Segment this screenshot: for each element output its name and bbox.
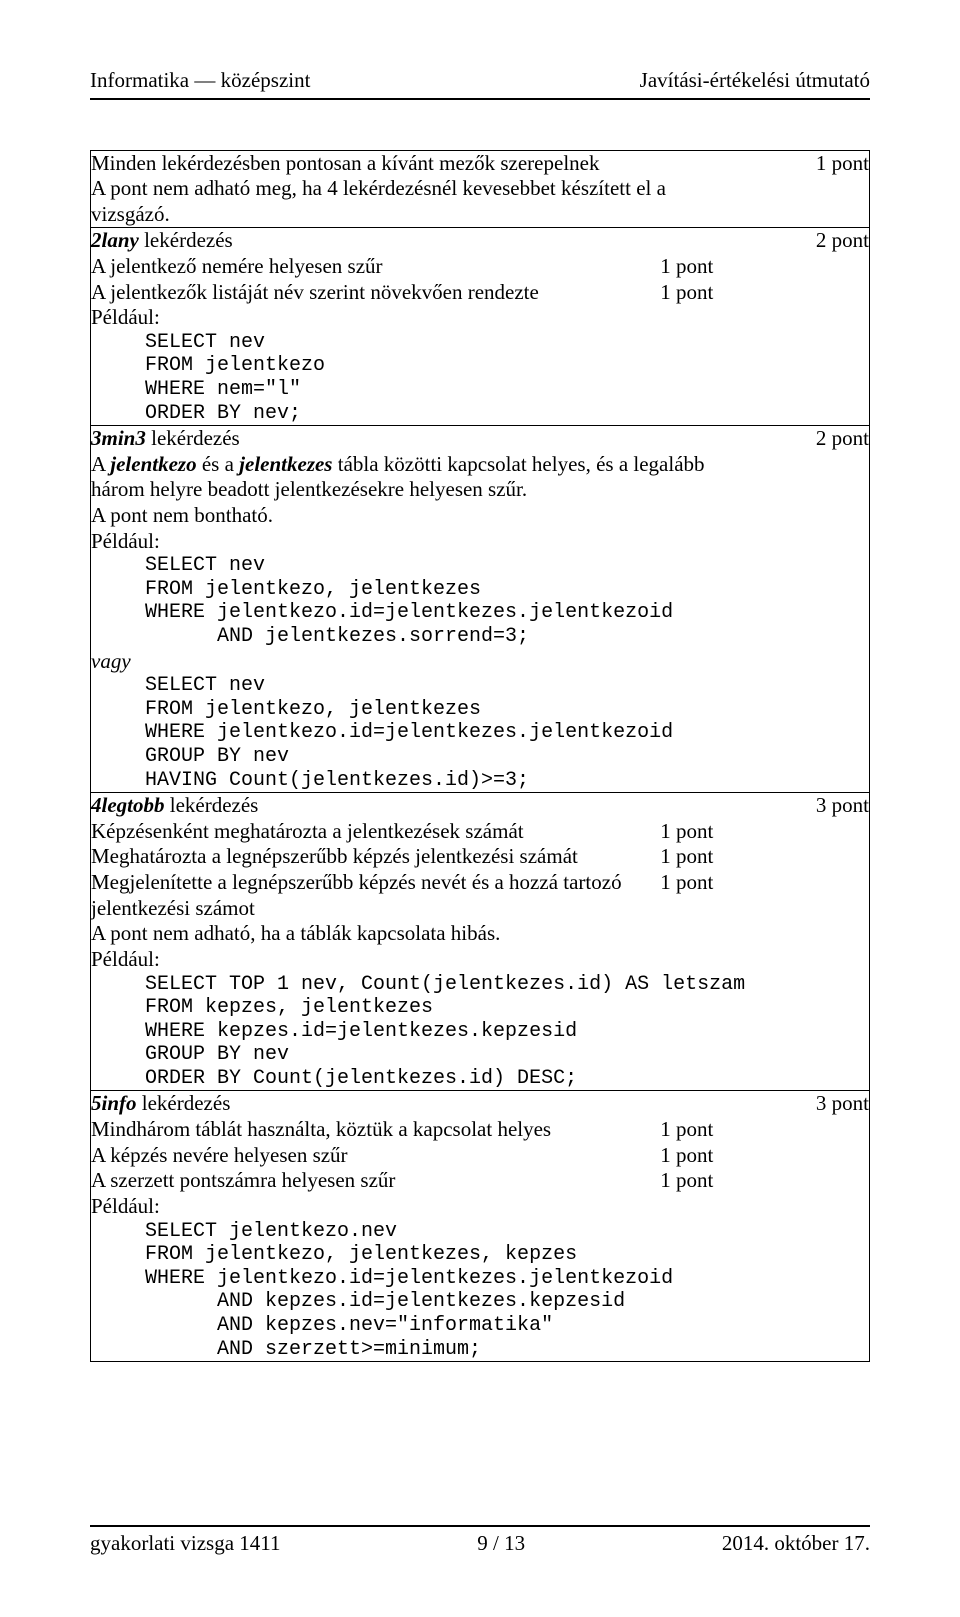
header-rule — [90, 98, 870, 100]
row-3-keyword: 3min3 — [91, 426, 146, 450]
row-3-nosub: A pont nem bontható. — [91, 503, 713, 529]
row-5-keyword: 5info — [91, 1091, 137, 1115]
row-4-sub3-text: Megjelenítette a legnépszerűbb képzés ne… — [91, 870, 651, 921]
row-5-sub1-text: Mindhárom táblát használta, köztük a kap… — [91, 1117, 633, 1143]
row-4-sub1-text: Képzésenként meghatározta a jelentkezése… — [91, 819, 633, 845]
row-2-sub1-pts: 1 pont — [633, 254, 713, 280]
row-4-sub2: Meghatározta a legnépszerűbb képzés jele… — [91, 844, 713, 870]
footer-left: gyakorlati vizsga 1411 — [90, 1531, 281, 1557]
row-2-sub1: A jelentkező nemére helyesen szűr 1 pont — [91, 254, 713, 280]
row-4-body: Képzésenként meghatározta a jelentkezése… — [91, 819, 870, 1091]
row-4-sub2-pts: 1 pont — [633, 844, 713, 870]
row-4-sub2-text: Meghatározta a legnépszerűbb képzés jele… — [91, 844, 633, 870]
row-5-sub2: A képzés nevére helyesen szűr 1 pont — [91, 1143, 713, 1169]
footer-right: 2014. október 17. — [722, 1531, 870, 1557]
row-3-vagy: vagy — [91, 649, 713, 675]
row-4-sub1: Képzésenként meghatározta a jelentkezése… — [91, 819, 713, 845]
row-1-points: 1 pont — [816, 151, 869, 175]
row-5-body: Mindhárom táblát használta, köztük a kap… — [91, 1117, 870, 1362]
row-1-body: A pont nem adható meg, ha 4 lekérdezésné… — [91, 176, 870, 228]
row-5-sub3: A szerzett pontszámra helyesen szűr 1 po… — [91, 1168, 713, 1194]
row-5-sub2-text: A képzés nevére helyesen szűr — [91, 1143, 633, 1169]
row-5-sub2-pts: 1 pont — [633, 1143, 713, 1169]
page-footer: gyakorlati vizsga 1411 9 / 13 2014. októ… — [90, 1525, 870, 1557]
header-left: Informatika — középszint — [90, 68, 310, 94]
row-5-title: 5info lekérdezés 3 pont — [91, 1091, 870, 1117]
row-1-body-text: A pont nem adható meg, ha 4 lekérdezésné… — [91, 176, 666, 226]
row-3-desc-a: A — [91, 452, 110, 476]
row-4-title-after: lekérdezés — [165, 793, 259, 817]
row-2-body: A jelentkező nemére helyesen szűr 1 pont… — [91, 254, 870, 426]
row-3-desc-b1: jelentkezo — [110, 452, 196, 476]
row-5-points: 3 pont — [816, 1091, 869, 1115]
row-2-sub1-text: A jelentkező nemére helyesen szűr — [91, 254, 633, 280]
row-4-sub3-pts: 1 pont — [651, 870, 714, 921]
row-2-sub2: A jelentkezők listáját név szerint növek… — [91, 280, 713, 306]
row-4-note: A pont nem adható, ha a táblák kapcsolat… — [91, 921, 713, 947]
row-4-keyword: 4legtobb — [91, 793, 165, 817]
row-3-example-label: Például: — [91, 529, 713, 555]
row-2-example-label: Például: — [91, 305, 713, 331]
row-4-code: SELECT TOP 1 nev, Count(jelentkezes.id) … — [91, 973, 713, 1091]
page: Informatika — középszint Javítási-értéke… — [0, 0, 960, 1617]
row-4-sub1-pts: 1 pont — [633, 819, 713, 845]
row-5-sub3-pts: 1 pont — [633, 1168, 713, 1194]
row-3-code2: SELECT nev FROM jelentkezo, jelentkezes … — [91, 674, 713, 792]
row-4-title: 4legtobb lekérdezés 3 pont — [91, 793, 870, 819]
row-2-title-after: lekérdezés — [139, 228, 233, 252]
row-2-keyword: 2lany — [91, 228, 139, 252]
header-right: Javítási-értékelési útmutató — [640, 68, 870, 94]
row-1-title-text: Minden lekérdezésben pontosan a kívánt m… — [91, 151, 599, 175]
row-3-title: 3min3 lekérdezés 2 pont — [91, 426, 870, 452]
row-3-code1: SELECT nev FROM jelentkezo, jelentkezes … — [91, 554, 713, 648]
row-5-sub3-text: A szerzett pontszámra helyesen szűr — [91, 1168, 633, 1194]
row-5-title-after: lekérdezés — [137, 1091, 231, 1115]
row-2-points: 2 pont — [816, 228, 869, 252]
footer-center: 9 / 13 — [477, 1531, 525, 1557]
row-5-sub1-pts: 1 pont — [633, 1117, 713, 1143]
row-3-desc-mid: és a — [197, 452, 240, 476]
row-3-body: A jelentkezo és a jelentkezes tábla közö… — [91, 452, 870, 793]
grading-table: Minden lekérdezésben pontosan a kívánt m… — [90, 150, 870, 1362]
row-2-sub2-text: A jelentkezők listáját név szerint növek… — [91, 280, 633, 306]
row-2-sub2-pts: 1 pont — [633, 280, 713, 306]
row-3-desc: A jelentkezo és a jelentkezes tábla közö… — [91, 452, 713, 503]
row-5-sub1: Mindhárom táblát használta, köztük a kap… — [91, 1117, 713, 1143]
row-3-desc-b2: jelentkezes — [239, 452, 332, 476]
row-5-code: SELECT jelentkezo.nev FROM jelentkezo, j… — [91, 1220, 713, 1362]
row-4-example-label: Például: — [91, 947, 713, 973]
row-4-points: 3 pont — [816, 793, 869, 817]
page-header: Informatika — középszint Javítási-értéke… — [90, 68, 870, 94]
row-3-points: 2 pont — [816, 426, 869, 450]
row-3-title-after: lekérdezés — [146, 426, 240, 450]
row-2-title: 2lany lekérdezés 2 pont — [91, 228, 870, 254]
row-1-title: Minden lekérdezésben pontosan a kívánt m… — [91, 150, 870, 176]
row-4-sub3: Megjelenítette a legnépszerűbb képzés ne… — [91, 870, 713, 921]
footer-rule — [90, 1525, 870, 1527]
row-5-example-label: Például: — [91, 1194, 713, 1220]
row-2-code: SELECT nev FROM jelentkezo WHERE nem="l"… — [91, 331, 713, 425]
